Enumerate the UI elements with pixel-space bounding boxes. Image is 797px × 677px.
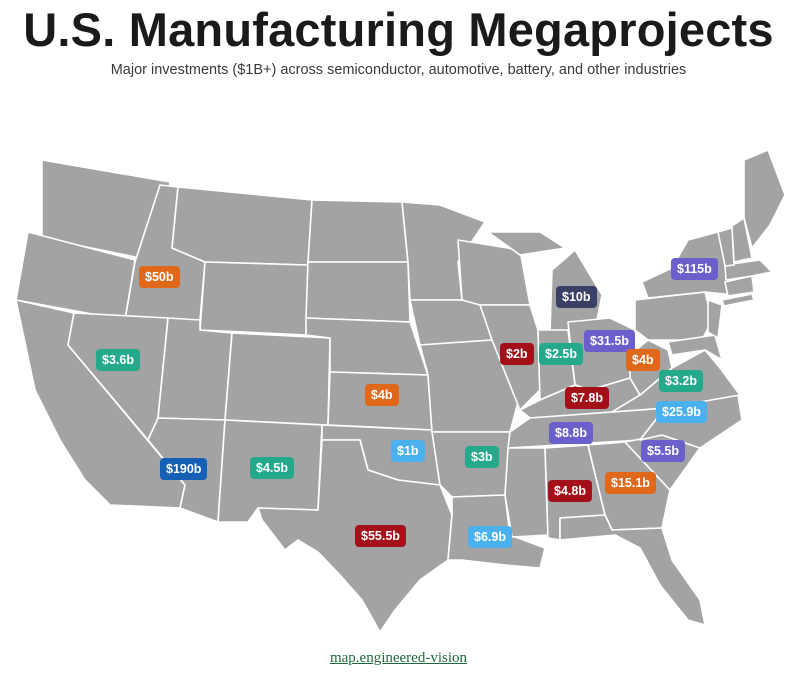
marker-new-mexico: $4.5b (250, 457, 294, 479)
marker-north-carolina: $25.9b (656, 401, 707, 423)
marker-oklahoma: $1b (391, 440, 425, 462)
state-new-hampshire (731, 217, 753, 263)
marker-arizona: $190b (160, 458, 208, 480)
state-vermont (717, 227, 735, 267)
state-iowa (409, 299, 493, 346)
marker-illinois: $2b (500, 343, 534, 365)
marker-arkansas: $3b (465, 446, 499, 468)
marker-michigan: $10b (556, 286, 597, 308)
marker-louisiana: $6.9b (468, 526, 512, 548)
marker-idaho: $50b (139, 266, 180, 288)
state-montana (171, 186, 313, 266)
state-south-dakota (305, 261, 411, 323)
state-utah (157, 317, 233, 421)
marker-nevada: $3.6b (96, 349, 140, 371)
state-michigan-upper (487, 231, 566, 256)
source-link[interactable]: map.engineered-vision (329, 650, 468, 666)
state-maine (743, 149, 786, 249)
marker-ohio: $31.5b (584, 330, 635, 352)
state-florida (559, 514, 706, 626)
state-pennsylvania (634, 291, 713, 341)
marker-georgia: $15.1b (605, 472, 656, 494)
marker-new-york: $115b (671, 258, 718, 280)
page-subtitle: Major investments ($1B+) across semicond… (110, 62, 687, 78)
marker-indiana: $2.5b (539, 343, 583, 365)
state-mississippi (504, 447, 549, 538)
marker-tennessee: $8.8b (549, 422, 593, 444)
state-maryland-delaware (667, 334, 723, 361)
marker-virginia: $3.2b (659, 370, 703, 392)
state-north-dakota (307, 199, 409, 263)
marker-alabama: $4.8b (548, 480, 592, 502)
marker-kansas: $4b (365, 384, 399, 406)
state-wyoming (199, 261, 309, 336)
page-title: U.S. Manufacturing Megaprojects (23, 3, 774, 56)
marker-south-carolina: $5.5b (641, 440, 685, 462)
marker-texas: $55.5b (355, 525, 406, 547)
state-new-jersey (707, 299, 723, 339)
marker-west-virginia: $4b (626, 349, 660, 371)
state-colorado (224, 332, 331, 426)
state-long-island (721, 293, 755, 307)
state-massachusetts (724, 259, 773, 281)
marker-kentucky: $7.8b (565, 387, 609, 409)
